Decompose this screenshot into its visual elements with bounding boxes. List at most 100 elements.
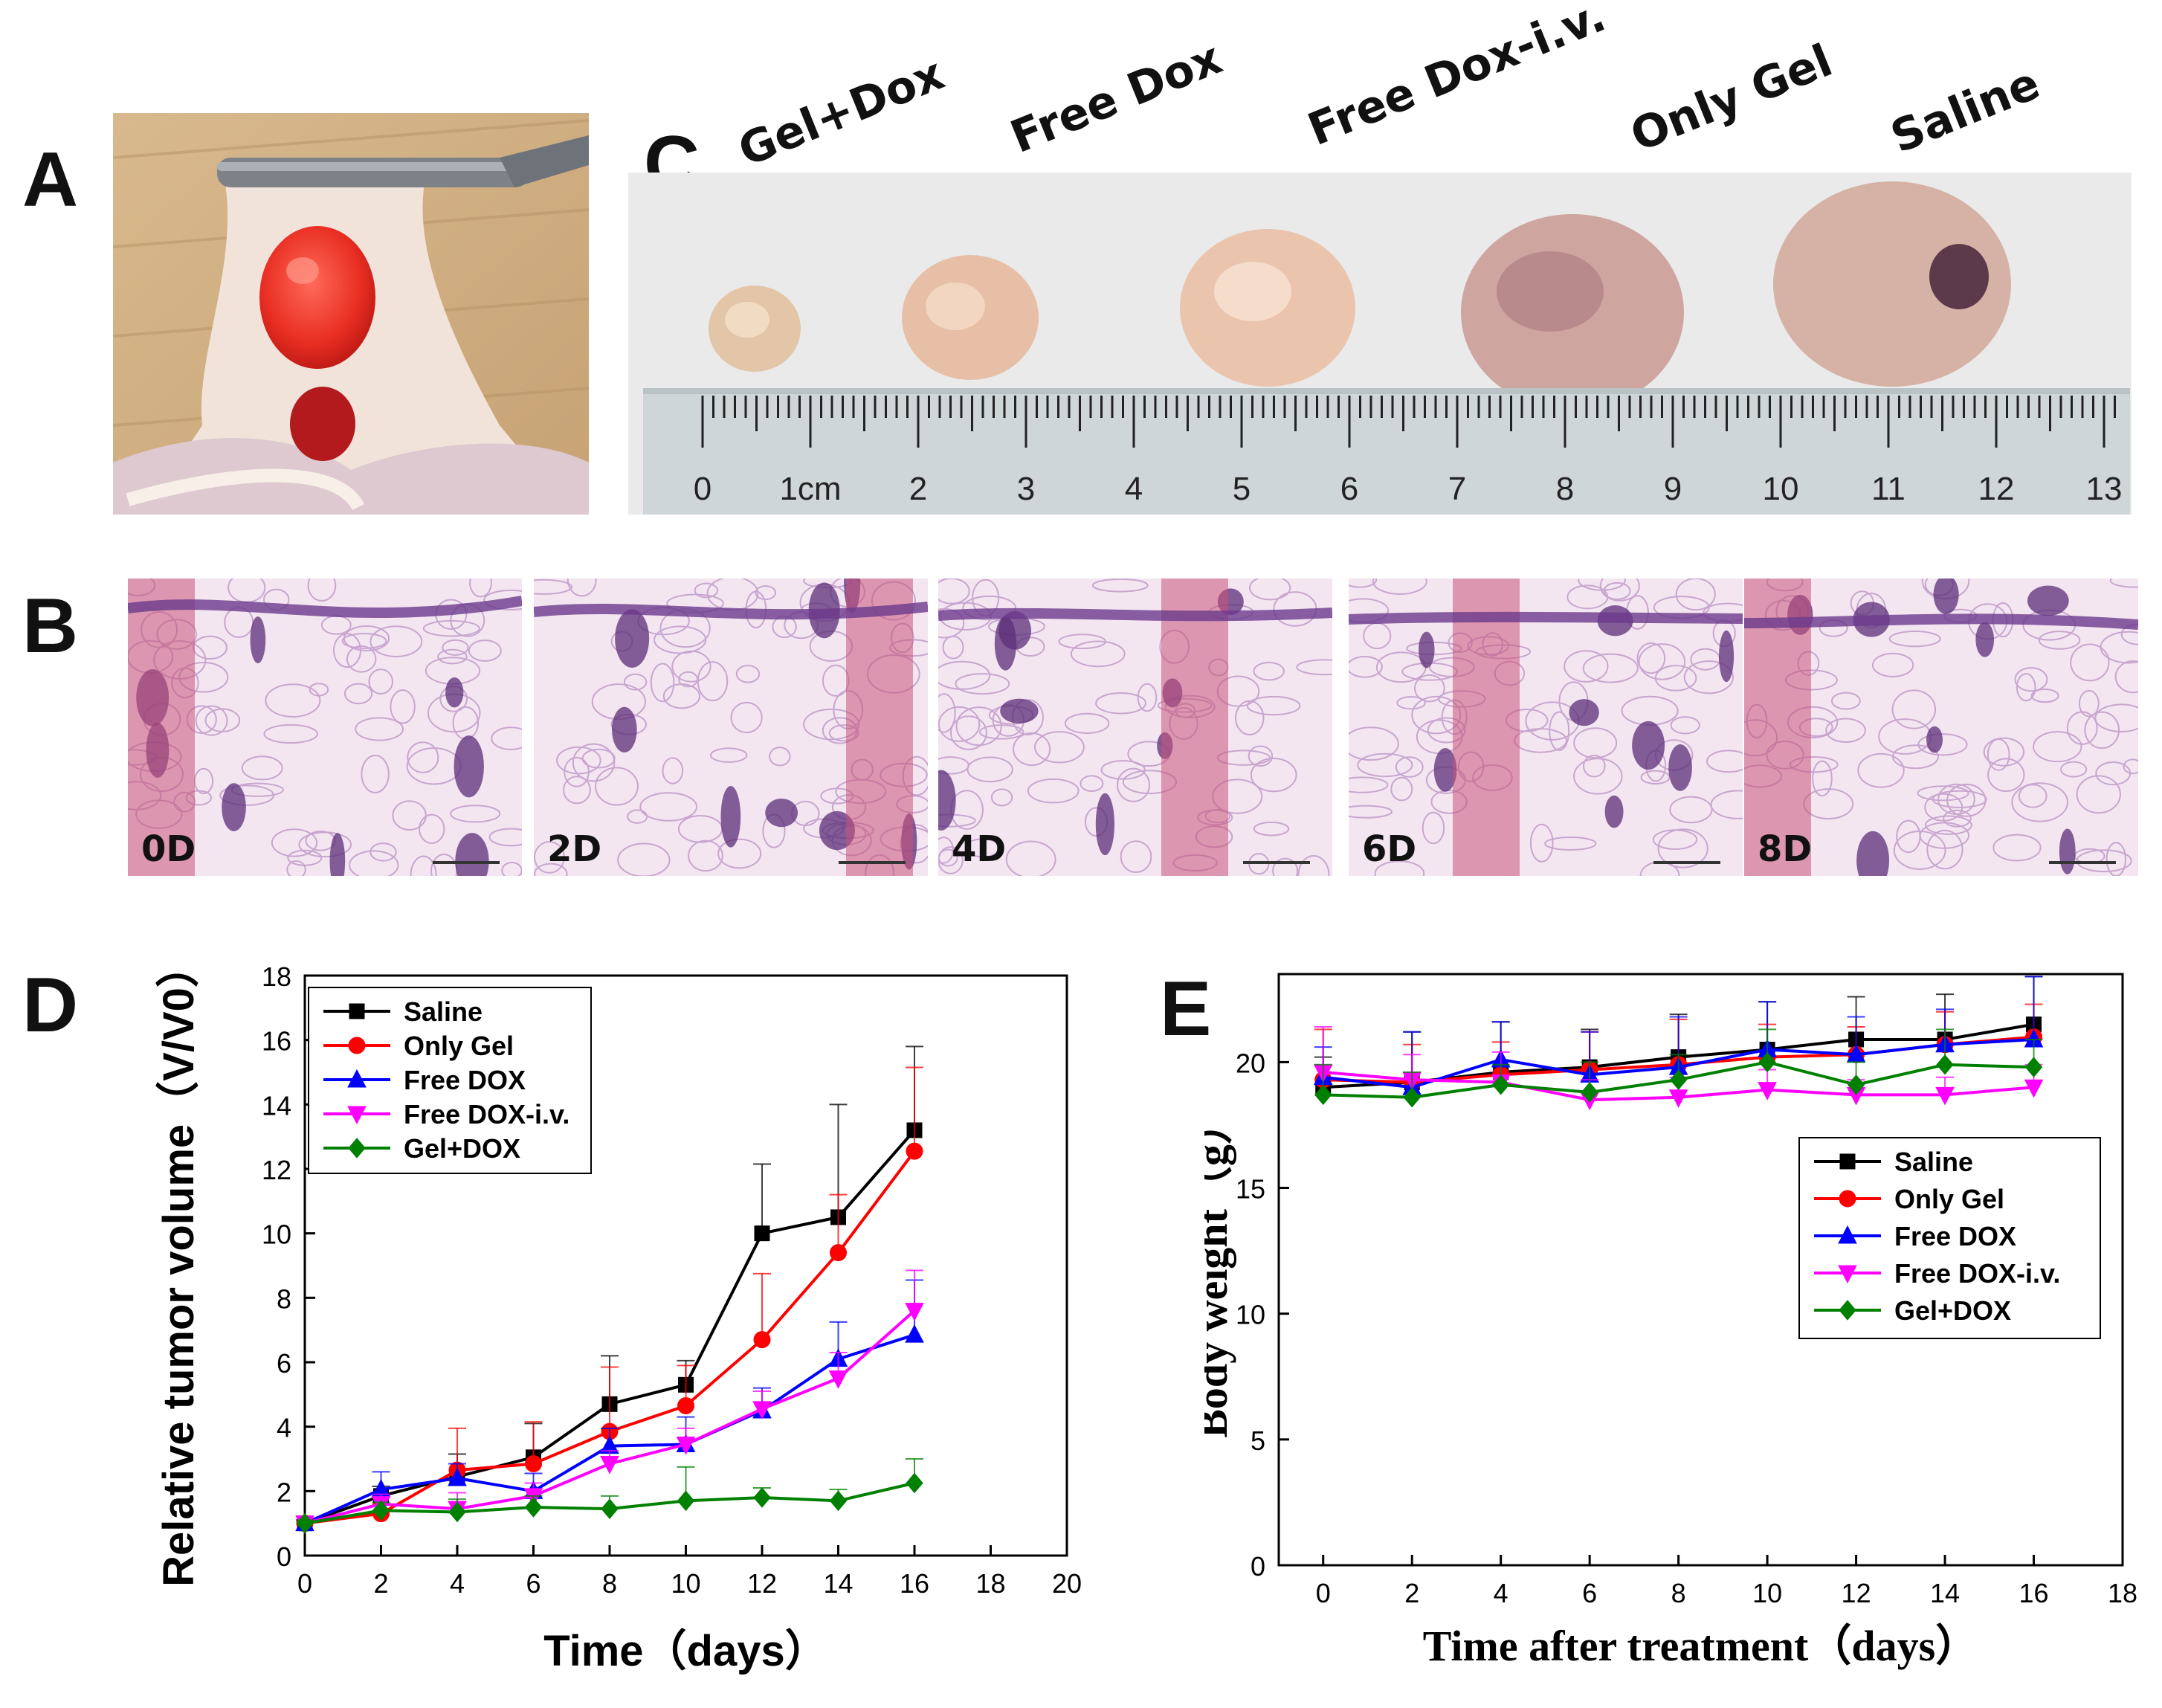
data-point bbox=[753, 1487, 771, 1508]
y-tick-label: 15 bbox=[1236, 1174, 1265, 1205]
x-tick-label: 8 bbox=[602, 1568, 617, 1599]
data-point bbox=[905, 1324, 924, 1343]
histology-label-4d: 4D bbox=[952, 828, 1007, 870]
legend-marker bbox=[349, 1003, 365, 1019]
group-label-free-dox: Free Dox bbox=[1003, 32, 1229, 164]
series-gel-dox bbox=[1314, 1028, 2043, 1108]
legend-label: Gel+DOX bbox=[1894, 1295, 2011, 1326]
histology-image-4d: 4D bbox=[938, 579, 1332, 876]
data-point bbox=[677, 1490, 695, 1512]
ruler-number: 8 bbox=[1556, 471, 1574, 507]
ruler-number: 9 bbox=[1664, 471, 1682, 507]
ruler-number: 3 bbox=[1017, 471, 1035, 507]
data-point bbox=[601, 1498, 619, 1519]
x-axis-label: Time（days） bbox=[543, 1627, 828, 1675]
x-tick-label: 6 bbox=[1582, 1578, 1597, 1608]
histology-image-2d: 2D bbox=[534, 579, 928, 876]
series-gel-dox bbox=[296, 1458, 923, 1534]
legend-label: Saline bbox=[1894, 1147, 1973, 1177]
chart-e-body-weight: 0 2 4 6 8 10 12 14 16 18 0 5 10 15 20 Time after treatm… bbox=[1204, 973, 2137, 1670]
data-point bbox=[1581, 1082, 1598, 1103]
y-tick-label: 5 bbox=[1251, 1425, 1265, 1456]
panel-letter-e: E bbox=[1160, 966, 1212, 1052]
x-tick-label: 0 bbox=[1316, 1578, 1331, 1608]
histology-image-6d: 6D bbox=[1349, 579, 1743, 876]
legend-marker bbox=[347, 1069, 367, 1088]
ruler-number: 10 bbox=[1763, 471, 1799, 507]
x-axis-label: Time after treatment（days） bbox=[1423, 1622, 1978, 1670]
ruler-number: 4 bbox=[1125, 471, 1143, 507]
x-tick-label: 16 bbox=[900, 1568, 929, 1599]
x-tick-label: 14 bbox=[823, 1568, 853, 1599]
group-label-gel-dox: Gel+Dox bbox=[731, 48, 952, 177]
series-free-dox-i-v bbox=[295, 1269, 924, 1534]
data-point bbox=[830, 1244, 847, 1262]
legend-label: Free DOX bbox=[1894, 1221, 2016, 1251]
data-point bbox=[754, 1225, 770, 1242]
x-tick-label: 18 bbox=[975, 1568, 1005, 1599]
y-tick-label: 16 bbox=[262, 1026, 291, 1057]
legend-label: Only Gel bbox=[1894, 1184, 2004, 1214]
y-tick-label: 2 bbox=[277, 1477, 291, 1507]
data-point bbox=[524, 1497, 543, 1518]
photo-gel-depot bbox=[113, 113, 589, 515]
y-tick-label: 18 bbox=[262, 961, 291, 992]
histology-label-8d: 8D bbox=[1758, 828, 1813, 870]
legend-label: Saline bbox=[404, 996, 483, 1027]
x-tick-label: 0 bbox=[297, 1568, 312, 1599]
y-tick-label: 0 bbox=[1251, 1551, 1265, 1582]
excised-tumors-illustration: 0 1cm 2 3 4 5 6 7 8 9 10 11 12 13 bbox=[628, 173, 2132, 515]
ruler-number: 2 bbox=[909, 471, 927, 507]
data-point bbox=[1758, 1082, 1777, 1100]
x-tick-label: 14 bbox=[1930, 1578, 1960, 1608]
x-tick-label: 4 bbox=[1494, 1578, 1508, 1608]
ruler-number: 5 bbox=[1233, 471, 1251, 507]
legend: Saline Only Gel Free DOX Free DOX-i.v. Gel+D… bbox=[1798, 1137, 2101, 1339]
data-point bbox=[1492, 1074, 1510, 1095]
legend-marker bbox=[1839, 1190, 1856, 1208]
data-point bbox=[448, 1467, 467, 1486]
panel-letter-a: A bbox=[22, 137, 79, 223]
x-tick-label: 6 bbox=[526, 1568, 540, 1599]
histology-label-0d: 0D bbox=[141, 828, 196, 870]
data-point bbox=[600, 1456, 619, 1475]
y-tick-label: 4 bbox=[277, 1413, 291, 1443]
data-point bbox=[296, 1512, 314, 1534]
legend-marker bbox=[347, 1106, 367, 1125]
data-point bbox=[525, 1455, 542, 1472]
y-tick-label: 10 bbox=[1236, 1300, 1265, 1330]
data-point bbox=[828, 1370, 848, 1389]
legend-label: Gel+DOX bbox=[404, 1133, 520, 1164]
data-point bbox=[677, 1397, 694, 1414]
x-tick-label: 8 bbox=[1671, 1578, 1686, 1608]
group-label-free-dox-iv: Free Dox-i.v. bbox=[1300, 0, 1613, 156]
x-tick-label: 12 bbox=[1842, 1578, 1871, 1608]
x-tick-label: 2 bbox=[373, 1568, 388, 1599]
legend-marker bbox=[1838, 1265, 1857, 1284]
data-point bbox=[1847, 1074, 1865, 1095]
data-point bbox=[1936, 1054, 1954, 1075]
ruler-number: 1cm bbox=[779, 471, 841, 507]
data-point bbox=[905, 1303, 924, 1321]
legend-label: Free DOX bbox=[404, 1065, 526, 1095]
data-point bbox=[2024, 1057, 2043, 1077]
y-tick-label: 8 bbox=[277, 1283, 291, 1314]
x-tick-label: 16 bbox=[2019, 1578, 2049, 1608]
ruler-ticks bbox=[701, 396, 2116, 448]
histology-label-6d: 6D bbox=[1362, 828, 1417, 870]
histology-label-2d: 2D bbox=[547, 828, 602, 870]
x-tick-label: 12 bbox=[747, 1568, 777, 1599]
legend-marker bbox=[1838, 1225, 1857, 1244]
legend-label: Only Gel bbox=[404, 1031, 514, 1061]
data-point bbox=[448, 1501, 466, 1523]
ruler-number: 12 bbox=[1978, 471, 2015, 507]
x-tick-label: 20 bbox=[1052, 1568, 1082, 1599]
x-tick-label: 4 bbox=[450, 1568, 465, 1599]
chart-d-tumor-volume: 0 2 4 6 8 10 12 14 16 18 20 0 2 4 6 8 10 12 14 16 18 Time（day… bbox=[155, 944, 1082, 1675]
data-point bbox=[1758, 1051, 1776, 1073]
gel-depot-illustration bbox=[113, 113, 589, 515]
photo-excised-tumors: 0 1cm 2 3 4 5 6 7 8 9 10 11 12 13 bbox=[628, 173, 2132, 515]
data-point bbox=[1403, 1086, 1421, 1108]
data-point bbox=[753, 1331, 771, 1349]
histology-image-0d: 0D bbox=[128, 579, 522, 876]
